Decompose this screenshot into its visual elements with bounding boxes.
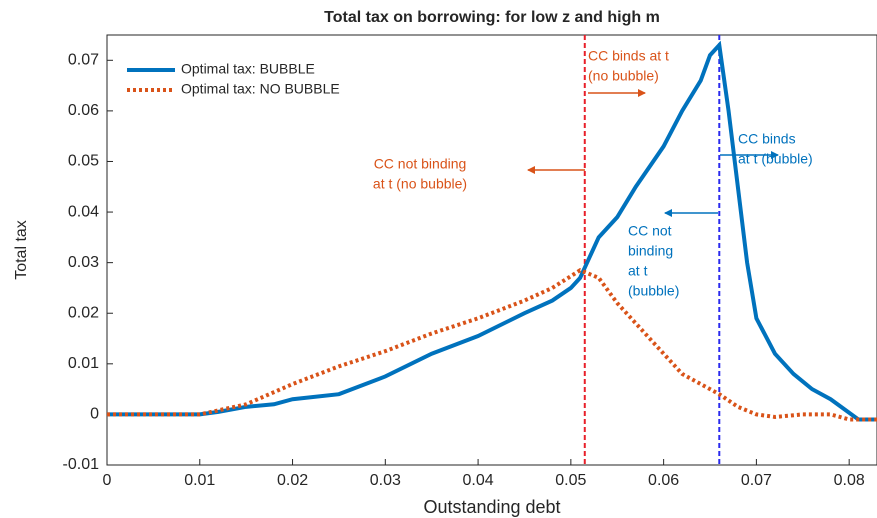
x-tick-label: 0.01 [184, 472, 215, 489]
annotation: CC not [628, 223, 672, 239]
legend-label: Optimal tax: BUBBLE [181, 61, 315, 77]
y-tick-label: 0.05 [68, 153, 99, 170]
annotation: at t [628, 263, 648, 279]
y-tick-label: 0.02 [68, 304, 99, 321]
y-tick-label: 0.06 [68, 102, 99, 119]
x-axis-label: Outstanding debt [423, 497, 560, 517]
y-tick-label: 0 [90, 406, 99, 423]
x-tick-label: 0 [103, 472, 112, 489]
annotation: at t (no bubble) [373, 176, 467, 192]
x-tick-label: 0.04 [463, 472, 494, 489]
y-axis-label: Total tax [13, 220, 30, 280]
annotation: at t (bubble) [738, 151, 813, 167]
line-series [107, 40, 877, 422]
annotation: CC not binding [374, 156, 467, 172]
y-tick-label: 0.07 [68, 52, 99, 69]
line-series [107, 267, 877, 422]
y-tick-label: 0.04 [68, 203, 99, 220]
x-tick-label: 0.03 [370, 472, 401, 489]
annotation: CC binds [738, 131, 796, 147]
plot-area [106, 34, 877, 466]
x-tick-label: 0.08 [834, 472, 865, 489]
annotation: binding [628, 243, 673, 259]
y-tick-label: 0.01 [68, 355, 99, 372]
annotation: CC binds at t [588, 48, 669, 64]
x-tick-label: 0.05 [555, 472, 586, 489]
x-tick-label: 0.06 [648, 472, 679, 489]
annotation: (bubble) [628, 283, 679, 299]
annotation: (no bubble) [588, 68, 659, 84]
x-tick-label: 0.07 [741, 472, 772, 489]
y-tick-label: 0.03 [68, 254, 99, 271]
legend-label: Optimal tax: NO BUBBLE [181, 81, 340, 97]
x-tick-label: 0.02 [277, 472, 308, 489]
y-tick-label: -0.01 [63, 456, 100, 473]
chart-title: Total tax on borrowing: for low z and hi… [324, 9, 660, 26]
